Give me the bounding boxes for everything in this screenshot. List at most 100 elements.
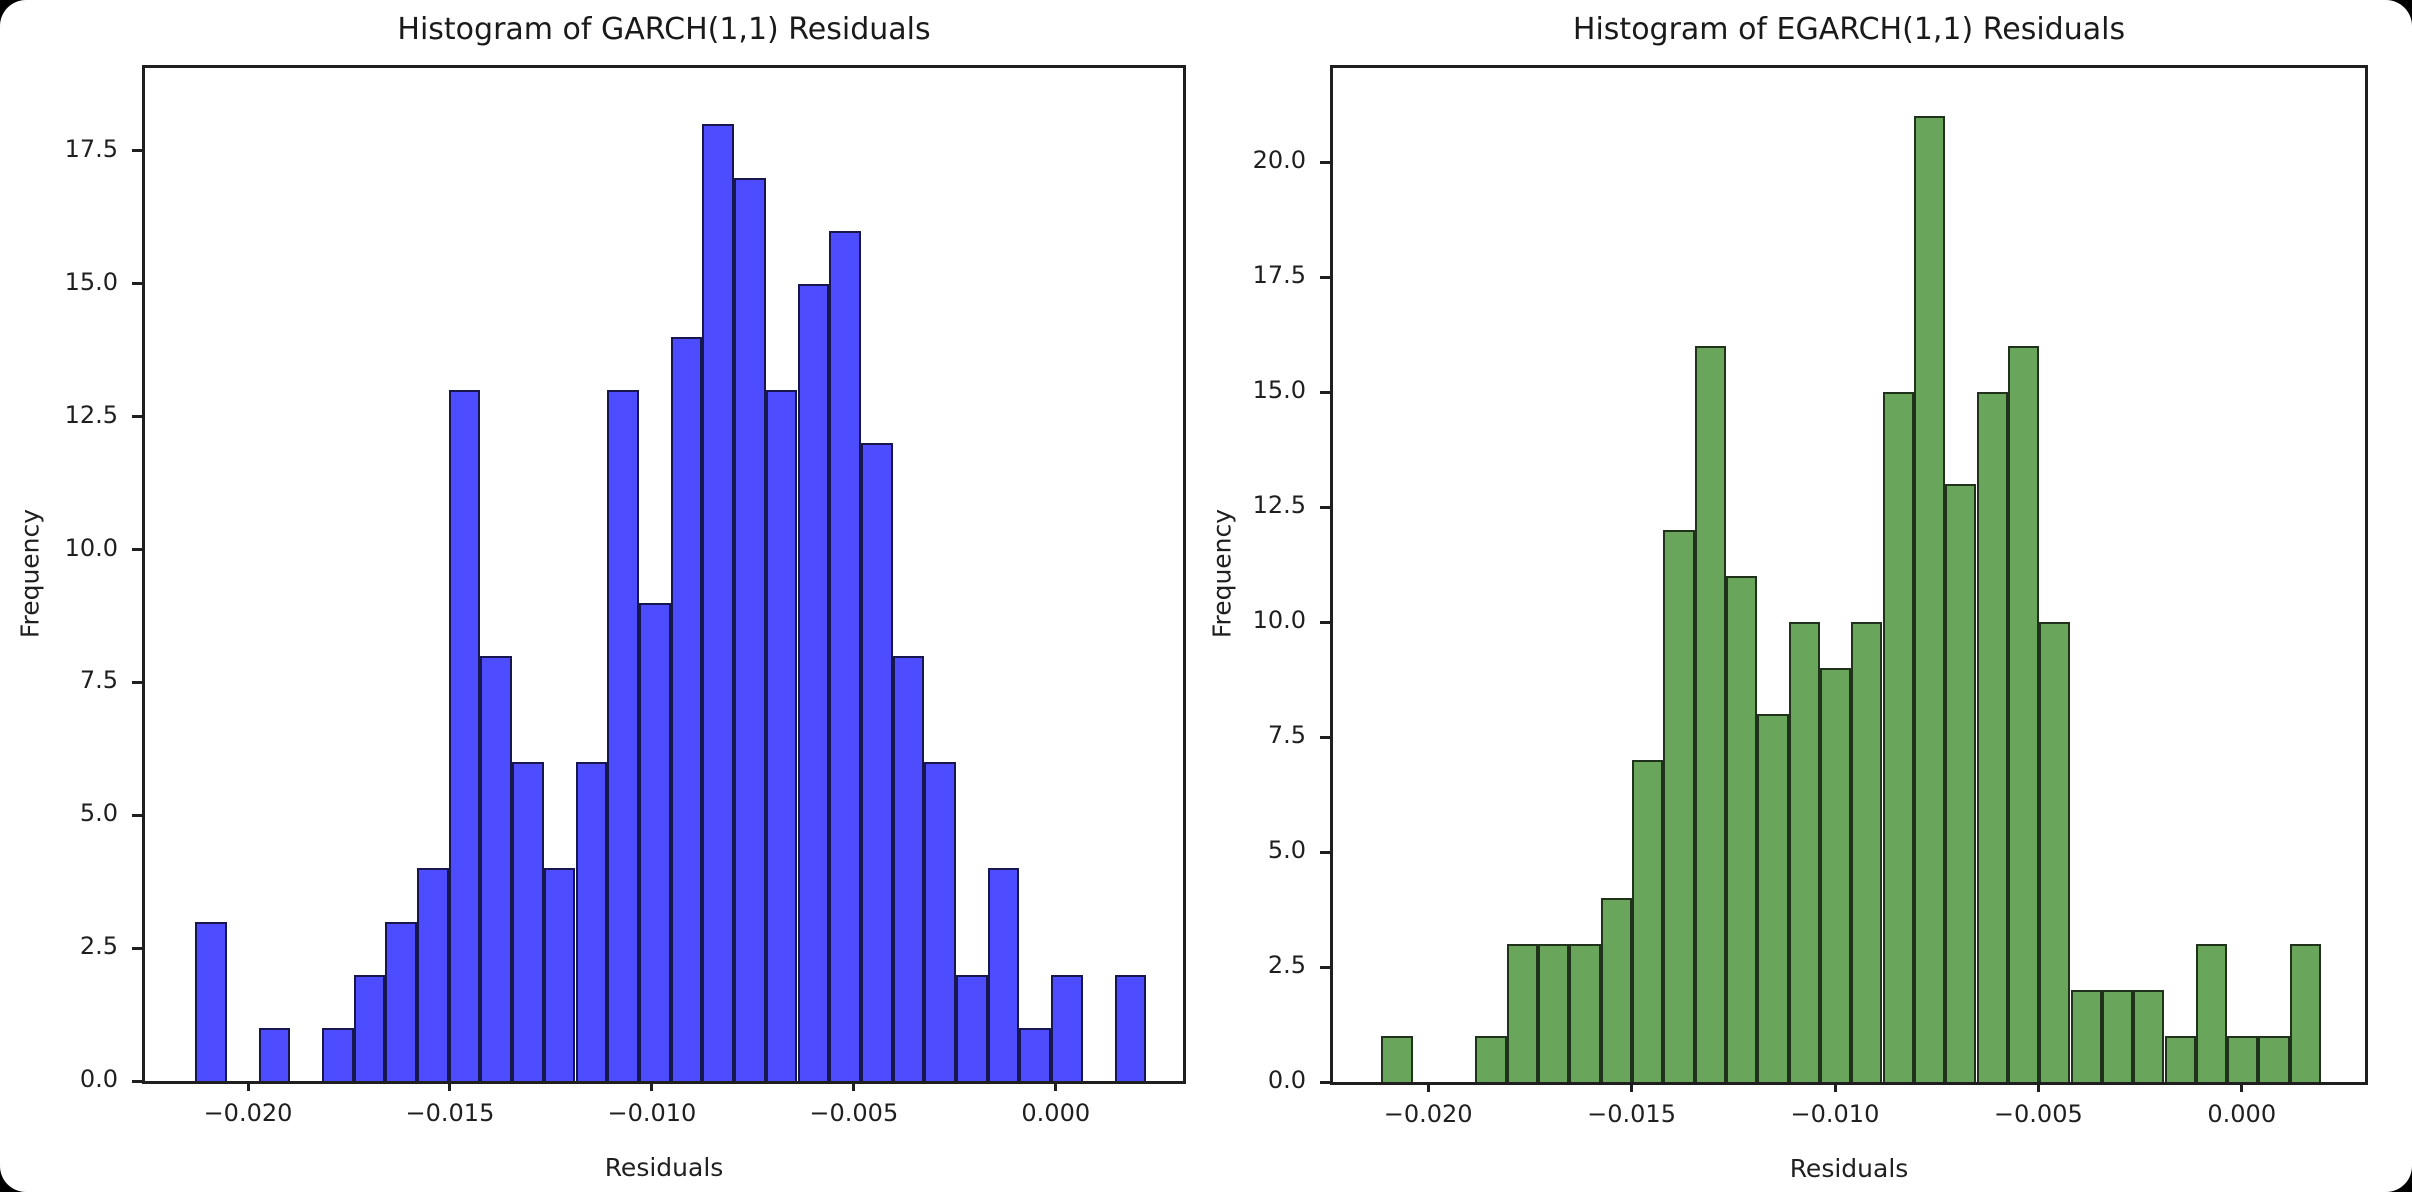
histogram-bar (829, 230, 861, 1081)
histogram-bar (987, 868, 1020, 1081)
histogram-bar (702, 124, 735, 1081)
y-tick-mark (132, 680, 142, 684)
histogram-bar (2258, 1036, 2290, 1082)
histogram-bar (1114, 974, 1147, 1081)
histogram-bar (543, 868, 576, 1081)
histogram-bar (2227, 1036, 2259, 1082)
x-tick-mark (1833, 1082, 1837, 1092)
histogram-bar (385, 921, 417, 1081)
x-tick-mark (1426, 1082, 1430, 1092)
y-tick-mark (132, 415, 142, 419)
y-tick-mark (132, 149, 142, 153)
histogram-bar (924, 762, 956, 1081)
x-tick-label: −0.010 (607, 1099, 697, 1127)
histogram-bar (448, 390, 481, 1081)
histogram-bar (512, 762, 544, 1081)
histogram-bar (1913, 116, 1946, 1082)
y-tick-mark (1320, 1080, 1330, 1084)
histogram-bar (258, 1027, 291, 1081)
garch-plot-area (142, 65, 1186, 1084)
histogram-bar (797, 283, 830, 1081)
y-tick-mark (132, 548, 142, 551)
histogram-bar (1725, 576, 1758, 1082)
x-tick-mark (1630, 1082, 1634, 1092)
y-tick-mark (132, 946, 142, 950)
y-tick-mark (1320, 275, 1330, 279)
histogram-bar (1976, 392, 2008, 1082)
histogram-bar (607, 390, 639, 1081)
histogram-bar (1475, 1036, 1507, 1082)
histogram-bar (1788, 622, 1820, 1082)
y-tick-mark (1320, 620, 1330, 624)
histogram-bar (734, 177, 766, 1081)
histogram-bar (1569, 944, 1601, 1082)
histogram-bar (1019, 1027, 1052, 1081)
histogram-bar (1506, 944, 1538, 1082)
x-tick-label: −0.005 (809, 1099, 899, 1127)
histogram-bar (1051, 974, 1083, 1081)
histogram-bar (575, 762, 608, 1081)
histogram-bar (1819, 668, 1852, 1082)
histogram-bar (1882, 392, 1914, 1082)
x-tick-label: −0.020 (1383, 1100, 1473, 1128)
histogram-bar (2039, 622, 2071, 1082)
histogram-bar (2101, 990, 2134, 1082)
histogram-bar (2164, 1036, 2196, 1082)
egarch-x-axis-label: Residuals (1789, 1154, 1909, 1183)
x-tick-mark (1054, 1081, 1058, 1091)
egarch-plot-area (1330, 65, 2368, 1085)
histogram-bar (765, 390, 798, 1081)
y-tick-mark (1320, 160, 1330, 164)
histogram-bar (1600, 898, 1632, 1082)
x-tick-mark (650, 1081, 654, 1091)
y-tick-mark (1320, 965, 1330, 969)
x-tick-label: −0.010 (1790, 1100, 1880, 1128)
x-tick-label: −0.005 (1993, 1100, 2083, 1128)
garch-chart-title: Histogram of GARCH(1,1) Residuals (397, 12, 931, 47)
x-tick-label: 0.000 (2207, 1100, 2277, 1128)
y-tick-label: 2.5 (79, 932, 118, 961)
y-tick-label: 10.0 (64, 533, 118, 562)
y-tick-label: 20.0 (1252, 146, 1306, 175)
histogram-bar (860, 443, 893, 1081)
histogram-bar (321, 1027, 354, 1081)
x-tick-mark (448, 1081, 452, 1091)
y-tick-label: 17.5 (1252, 261, 1306, 290)
y-tick-label: 12.5 (1252, 491, 1306, 520)
histogram-bar (353, 974, 386, 1081)
y-tick-mark (1320, 505, 1330, 509)
garch-x-axis-label: Residuals (604, 1153, 724, 1182)
y-tick-label: 2.5 (1267, 951, 1306, 980)
y-tick-label: 0.0 (79, 1065, 118, 1093)
histogram-bar (480, 655, 513, 1081)
histogram-bar (1851, 622, 1883, 1082)
x-tick-mark (2240, 1082, 2244, 1092)
histogram-bar (2070, 990, 2102, 1082)
x-tick-mark (852, 1081, 856, 1091)
histogram-bar (2195, 944, 2228, 1082)
x-tick-label: −0.015 (405, 1099, 495, 1127)
y-tick-label: 5.0 (1267, 836, 1306, 865)
y-tick-mark (1320, 390, 1330, 394)
y-tick-label: 15.0 (1252, 376, 1306, 405)
y-tick-label: 7.5 (1267, 721, 1306, 750)
x-tick-label: −0.015 (1587, 1100, 1676, 1128)
y-tick-label: 7.5 (79, 666, 118, 695)
histogram-bar (1663, 530, 1695, 1082)
histogram-bar (892, 655, 925, 1081)
y-tick-mark (132, 1079, 142, 1083)
histogram-bar (2007, 346, 2040, 1082)
histogram-bar (1538, 944, 1570, 1082)
egarch-chart-title: Histogram of EGARCH(1,1) Residuals (1572, 12, 2126, 47)
y-tick-mark (1320, 735, 1330, 739)
histogram-bar (1694, 346, 1726, 1082)
histogram-bar (1632, 760, 1664, 1082)
y-tick-label: 0.0 (1267, 1066, 1306, 1094)
y-tick-label: 12.5 (64, 400, 118, 429)
histogram-bar (2289, 944, 2321, 1082)
histogram-bar (1381, 1036, 1413, 1082)
y-tick-label: 5.0 (79, 799, 118, 828)
histogram-bar (956, 974, 988, 1081)
histogram-bar (639, 602, 671, 1081)
